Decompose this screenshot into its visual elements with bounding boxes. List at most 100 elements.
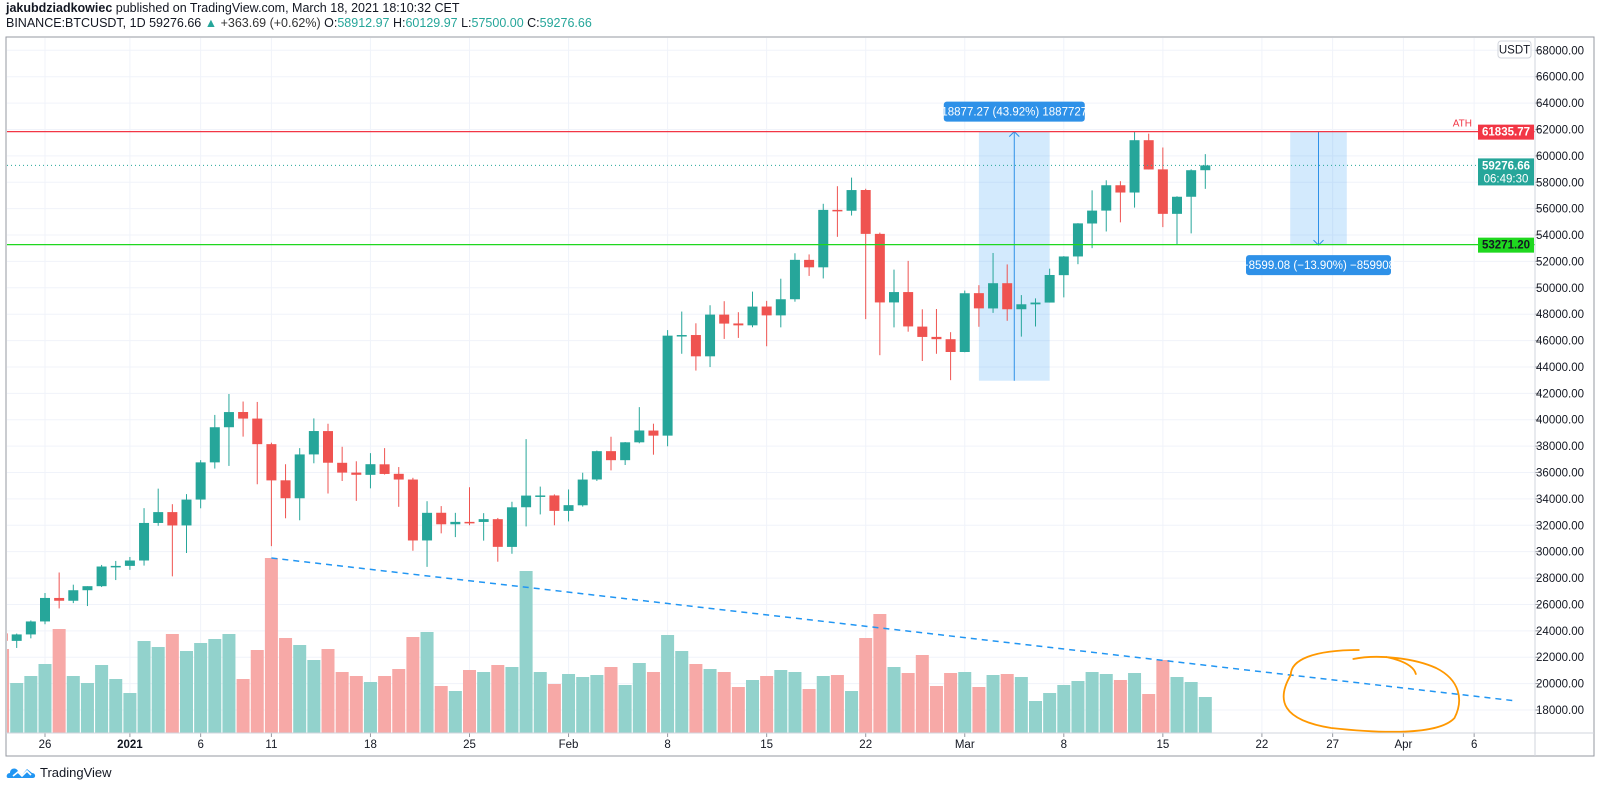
candle[interactable] <box>167 504 178 577</box>
candle[interactable] <box>238 401 249 437</box>
candle[interactable] <box>846 177 857 216</box>
candle[interactable] <box>181 494 192 554</box>
candle[interactable] <box>223 394 234 466</box>
candle[interactable] <box>535 486 546 515</box>
candle[interactable] <box>1058 256 1069 298</box>
candle[interactable] <box>492 517 503 562</box>
candle-body <box>945 339 956 352</box>
candle[interactable] <box>1172 196 1182 245</box>
candle-body <box>1072 223 1083 257</box>
candle[interactable] <box>973 285 984 327</box>
candle[interactable] <box>209 414 220 469</box>
candle[interactable] <box>1101 180 1112 232</box>
measure-label-box <box>1246 255 1391 276</box>
candle[interactable] <box>804 254 815 276</box>
candle[interactable] <box>563 489 574 522</box>
candle[interactable] <box>280 464 291 519</box>
candle[interactable] <box>662 330 673 447</box>
candle[interactable] <box>266 442 277 547</box>
candle[interactable] <box>903 260 914 332</box>
candle[interactable] <box>917 309 928 361</box>
candle[interactable] <box>747 291 758 328</box>
candle[interactable] <box>931 308 942 354</box>
candle[interactable] <box>591 450 602 481</box>
candle[interactable] <box>40 593 50 625</box>
x-tick-label: 18 <box>364 739 377 751</box>
price-range-measure[interactable] <box>1290 131 1347 246</box>
candle[interactable] <box>577 472 588 507</box>
candle[interactable] <box>606 436 616 471</box>
candle[interactable] <box>705 305 716 368</box>
tradingview-logo[interactable]: TradingView <box>6 764 112 780</box>
candle[interactable] <box>436 506 447 534</box>
candle[interactable] <box>690 323 701 371</box>
plot-area[interactable]: ATH <box>0 119 1535 733</box>
candle[interactable] <box>450 512 461 538</box>
candle[interactable] <box>68 584 79 604</box>
candle[interactable] <box>96 564 107 588</box>
candle[interactable] <box>733 312 744 338</box>
candle[interactable] <box>959 290 970 353</box>
candle[interactable] <box>11 633 22 648</box>
currency-badge[interactable]: USDT <box>1497 40 1532 59</box>
candle[interactable] <box>379 448 390 475</box>
candle[interactable] <box>1072 223 1083 265</box>
candle[interactable] <box>1186 169 1197 234</box>
candle-body <box>662 335 673 436</box>
candle[interactable] <box>1087 190 1098 249</box>
candle[interactable] <box>860 188 871 320</box>
candle[interactable] <box>1030 298 1041 327</box>
candle[interactable] <box>25 620 36 639</box>
orange-circle-drawing[interactable] <box>1282 649 1461 733</box>
candle[interactable] <box>1044 268 1055 303</box>
volume-bar <box>972 687 986 733</box>
candle[interactable] <box>0 630 8 653</box>
candle[interactable] <box>1002 264 1013 321</box>
price-range-measure[interactable] <box>978 130 1050 381</box>
candle[interactable] <box>252 401 263 485</box>
candle[interactable] <box>195 460 206 509</box>
candle[interactable] <box>988 252 999 313</box>
candle[interactable] <box>549 494 560 526</box>
candle[interactable] <box>719 301 730 339</box>
candle[interactable] <box>365 453 376 489</box>
candle[interactable] <box>889 269 899 328</box>
candle[interactable] <box>82 586 93 607</box>
candle[interactable] <box>1157 147 1168 228</box>
candle[interactable] <box>676 311 687 354</box>
candle[interactable] <box>1200 154 1211 189</box>
candle[interactable] <box>153 488 164 526</box>
candle[interactable] <box>407 477 418 551</box>
candle[interactable] <box>634 407 645 444</box>
author-name[interactable]: jakubdziadkowiec <box>6 1 113 15</box>
candle[interactable] <box>139 508 150 566</box>
candle[interactable] <box>351 461 362 501</box>
candle[interactable] <box>832 186 843 237</box>
candle[interactable] <box>945 332 956 381</box>
candle[interactable] <box>648 423 659 455</box>
candle[interactable] <box>789 253 800 302</box>
candle[interactable] <box>521 439 532 527</box>
candle[interactable] <box>308 418 319 464</box>
candle[interactable] <box>323 423 333 494</box>
candle[interactable] <box>337 446 348 482</box>
candle[interactable] <box>1143 133 1154 170</box>
candle[interactable] <box>506 501 517 554</box>
candle[interactable] <box>620 442 631 465</box>
candle[interactable] <box>110 560 121 581</box>
candle[interactable] <box>464 487 475 526</box>
candle[interactable] <box>478 513 489 541</box>
candle[interactable] <box>761 300 772 347</box>
candle[interactable] <box>422 501 433 567</box>
candle[interactable] <box>874 232 885 356</box>
candle[interactable] <box>818 203 829 279</box>
candle[interactable] <box>1115 181 1126 223</box>
candle[interactable] <box>775 278 786 328</box>
candle[interactable] <box>54 572 65 609</box>
candle[interactable] <box>124 556 135 570</box>
candle[interactable] <box>393 467 404 507</box>
candle[interactable] <box>1129 131 1140 208</box>
candle[interactable] <box>294 448 305 521</box>
candle[interactable] <box>1016 295 1027 337</box>
